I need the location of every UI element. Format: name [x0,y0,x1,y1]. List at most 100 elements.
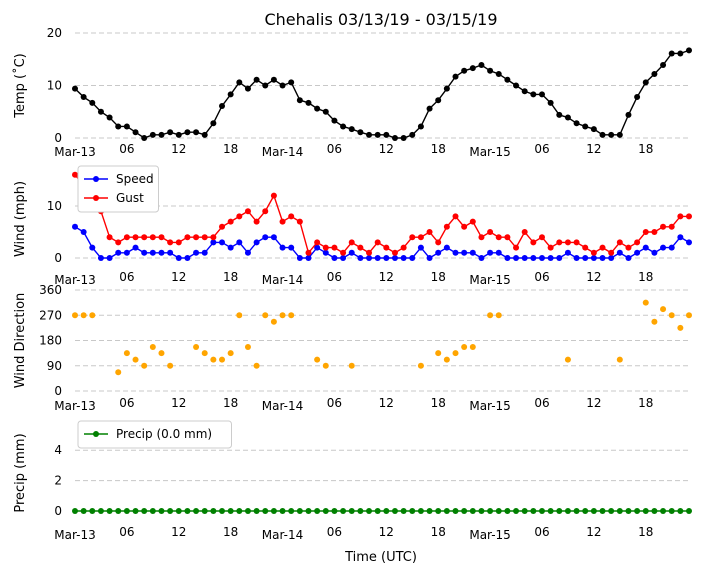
data-point [305,249,312,256]
data-point [331,244,338,251]
data-point [590,255,597,261]
data-point [132,234,139,241]
data-point [314,508,321,514]
x-tick-label: 06 [119,525,134,539]
data-point [547,99,554,106]
x-tick-label: Mar-14 [262,273,303,287]
data-point [530,508,537,514]
x-tick-label: 12 [171,396,186,410]
data-point [426,229,433,235]
data-point [417,123,424,130]
data-point [366,131,373,138]
data-point [573,255,580,261]
data-point [400,508,407,514]
data-point [686,508,692,514]
x-tick-label: 06 [327,525,342,539]
data-point [106,255,113,261]
data-point [651,70,658,77]
data-point [625,111,632,118]
data-point [331,117,338,124]
x-tick-label: Mar-13 [54,273,95,287]
data-point [97,255,104,261]
data-point [132,129,139,136]
data-point [132,244,139,251]
data-point [391,255,398,261]
data-point [201,508,208,514]
data-point [210,239,217,246]
data-point [677,234,684,241]
data-point [495,70,502,77]
data-point [262,312,269,319]
data-point [201,350,208,357]
data-point [193,234,200,241]
data-point [331,508,338,514]
data-point [80,94,87,101]
data-point [132,356,139,363]
data-point [634,508,641,514]
data-point [461,223,468,230]
data-point [193,129,200,136]
data-point [115,249,122,256]
data-point [590,126,597,133]
data-point [513,255,520,261]
x-tick-label: 18 [431,396,446,410]
data-point [141,508,148,514]
data-point [149,249,156,256]
data-point [184,129,191,136]
data-point [236,79,243,86]
data-point [495,249,502,256]
data-point [677,324,684,331]
data-point [331,255,338,261]
data-point [253,239,260,246]
data-point [201,234,208,241]
data-point [513,508,520,514]
x-tick-label: 06 [327,270,342,284]
data-point [400,244,407,251]
data-point [305,255,312,261]
data-point [660,62,667,69]
data-point [322,249,329,256]
x-tick-label: 18 [223,142,238,156]
data-point [97,508,104,514]
data-point [556,508,563,514]
chart-title: Chehalis 03/13/19 - 03/15/19 [264,10,497,29]
series-line [74,49,690,139]
data-point [504,234,511,241]
data-point [262,82,269,89]
x-tick-label: 12 [379,270,394,284]
data-point [564,239,571,246]
y-tick-label: 180 [39,334,62,348]
data-point [642,508,649,514]
legend: Speed Gust [77,165,159,213]
x-tick-label: Mar-15 [469,145,510,159]
data-point [616,508,623,514]
data-point [270,508,277,514]
data-point [158,131,165,138]
data-point [219,356,226,363]
y-axis-label: Precip (mm) [13,433,28,512]
x-tick-label: 06 [534,396,549,410]
legend-marker [93,195,99,201]
data-point [193,508,200,514]
data-point [348,249,355,256]
data-point [72,223,78,230]
data-point [236,312,243,319]
data-point [141,234,148,241]
data-point [564,114,571,121]
data-point [348,239,355,246]
data-point [469,218,476,225]
data-point [374,131,381,138]
data-point [296,97,303,104]
data-point [452,508,459,514]
data-point [590,508,597,514]
y-tick-label: 0 [54,131,62,145]
x-tick-label: 06 [119,396,134,410]
data-point [158,249,165,256]
x-tick-label: 18 [223,525,238,539]
x-tick-label: 18 [638,396,653,410]
data-point [123,123,130,130]
data-point [210,120,217,127]
x-tick-label: Mar-14 [262,528,303,542]
data-point [279,244,286,251]
data-point [409,255,416,261]
